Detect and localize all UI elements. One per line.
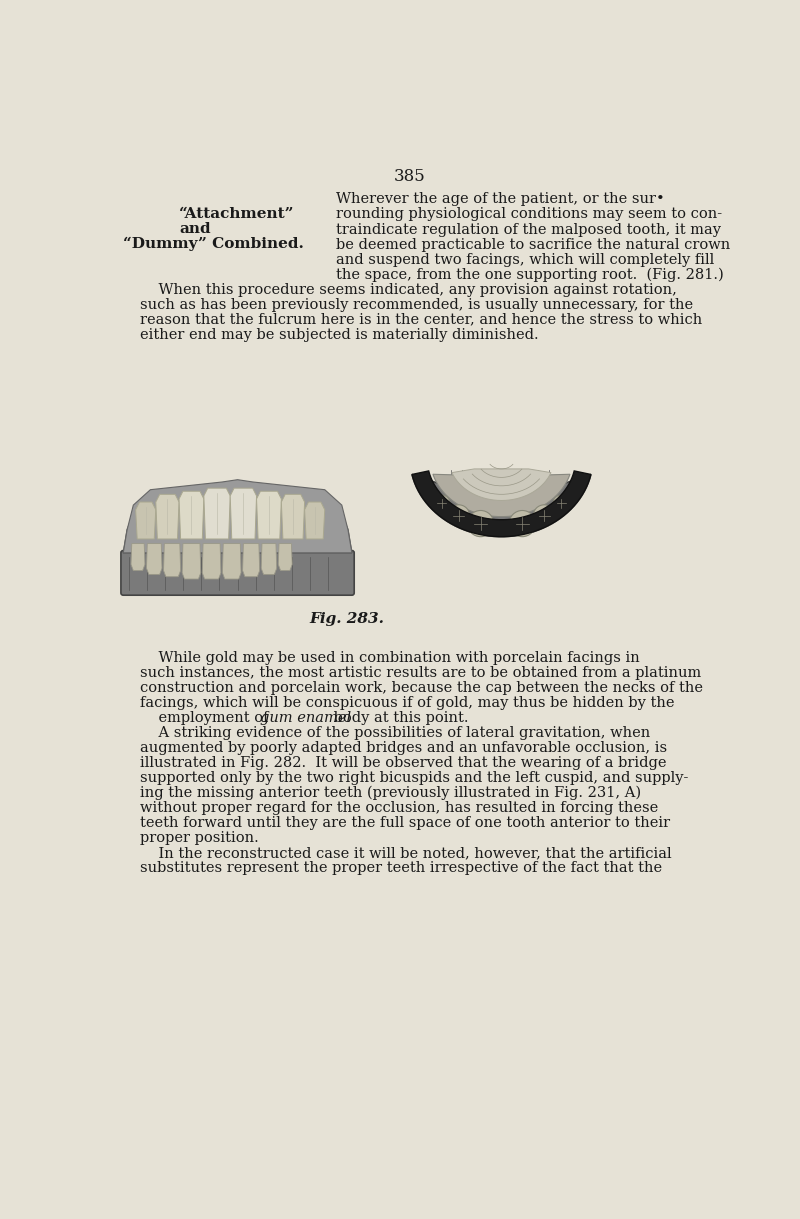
- Text: facings, which will be conspicuous if of gold, may thus be hidden by the: facings, which will be conspicuous if of…: [140, 696, 674, 709]
- Text: A striking evidence of the possibilities of lateral gravitation, when: A striking evidence of the possibilities…: [140, 725, 650, 740]
- Circle shape: [467, 511, 494, 536]
- Polygon shape: [433, 474, 570, 517]
- Text: traindicate regulation of the malposed tooth, it may: traindicate regulation of the malposed t…: [336, 223, 722, 236]
- Text: the space, from the one supporting root.  (Fig. 281.): the space, from the one supporting root.…: [336, 267, 724, 282]
- Polygon shape: [230, 488, 257, 539]
- Text: without proper regard for the occlusion, has resulted in forcing these: without proper regard for the occlusion,…: [140, 801, 658, 814]
- Text: teeth forward until they are the full space of one tooth anterior to their: teeth forward until they are the full sp…: [140, 816, 670, 830]
- Polygon shape: [262, 544, 277, 574]
- Polygon shape: [131, 544, 145, 570]
- Text: “Dummy” Combined.: “Dummy” Combined.: [123, 238, 304, 251]
- Polygon shape: [202, 544, 221, 579]
- Text: In the reconstructed case it will be noted, however, that the artificial: In the reconstructed case it will be not…: [140, 846, 672, 859]
- Polygon shape: [242, 544, 260, 577]
- Text: substitutes represent the proper teeth irrespective of the fact that the: substitutes represent the proper teeth i…: [140, 861, 662, 875]
- Text: gum enamel: gum enamel: [261, 711, 351, 724]
- Text: Wherever the age of the patient, or the sur•: Wherever the age of the patient, or the …: [336, 193, 665, 206]
- Text: rounding physiological conditions may seem to con-: rounding physiological conditions may se…: [336, 207, 722, 222]
- Text: ing the missing anterior teeth (previously illustrated in Fig. 231, A): ing the missing anterior teeth (previous…: [140, 786, 642, 800]
- Circle shape: [448, 505, 470, 527]
- Text: either end may be subjected is materially diminished.: either end may be subjected is materiall…: [140, 328, 539, 341]
- Circle shape: [433, 495, 450, 512]
- Text: 385: 385: [394, 168, 426, 185]
- Polygon shape: [282, 495, 305, 539]
- Text: While gold may be used in combination with porcelain facings in: While gold may be used in combination wi…: [140, 651, 640, 664]
- Text: augmented by poorly adapted bridges and an unfavorable occlusion, is: augmented by poorly adapted bridges and …: [140, 741, 667, 755]
- Text: and: and: [179, 222, 210, 236]
- Polygon shape: [179, 491, 204, 539]
- Polygon shape: [156, 495, 179, 539]
- Polygon shape: [305, 502, 325, 539]
- Polygon shape: [412, 474, 591, 536]
- Circle shape: [534, 505, 555, 527]
- Circle shape: [509, 511, 535, 536]
- Text: construction and porcelain work, because the cap between the necks of the: construction and porcelain work, because…: [140, 680, 703, 695]
- Text: Fig. 283.: Fig. 283.: [310, 612, 384, 627]
- Polygon shape: [452, 469, 551, 501]
- Text: body at this point.: body at this point.: [329, 711, 468, 724]
- Polygon shape: [146, 544, 162, 574]
- Text: such as has been previously recommended, is usually unnecessary, for the: such as has been previously recommended,…: [140, 297, 694, 312]
- Polygon shape: [163, 544, 181, 577]
- FancyBboxPatch shape: [121, 551, 354, 595]
- Text: and suspend two facings, which will completely fill: and suspend two facings, which will comp…: [336, 252, 714, 267]
- Text: employment of: employment of: [140, 711, 274, 724]
- Polygon shape: [222, 544, 241, 579]
- Text: illustrated in Fig. 282.  It will be observed that the wearing of a bridge: illustrated in Fig. 282. It will be obse…: [140, 756, 666, 769]
- Polygon shape: [204, 488, 230, 539]
- Text: supported only by the two right bicuspids and the left cuspid, and supply-: supported only by the two right bicuspid…: [140, 770, 689, 785]
- Polygon shape: [412, 471, 591, 536]
- Text: When this procedure seems indicated, any provision against rotation,: When this procedure seems indicated, any…: [140, 283, 677, 296]
- Polygon shape: [278, 544, 292, 570]
- Polygon shape: [123, 480, 352, 553]
- Text: reason that the fulcrum here is in the center, and hence the stress to which: reason that the fulcrum here is in the c…: [140, 312, 702, 327]
- Circle shape: [553, 495, 570, 512]
- Text: “Attachment”: “Attachment”: [179, 207, 294, 221]
- Text: such instances, the most artistic results are to be obtained from a platinum: such instances, the most artistic result…: [140, 666, 702, 680]
- Polygon shape: [257, 491, 282, 539]
- Polygon shape: [136, 502, 156, 539]
- Text: proper position.: proper position.: [140, 831, 259, 845]
- Polygon shape: [123, 489, 352, 553]
- Polygon shape: [182, 544, 201, 579]
- Text: be deemed practicable to sacrifice the natural crown: be deemed practicable to sacrifice the n…: [336, 238, 730, 251]
